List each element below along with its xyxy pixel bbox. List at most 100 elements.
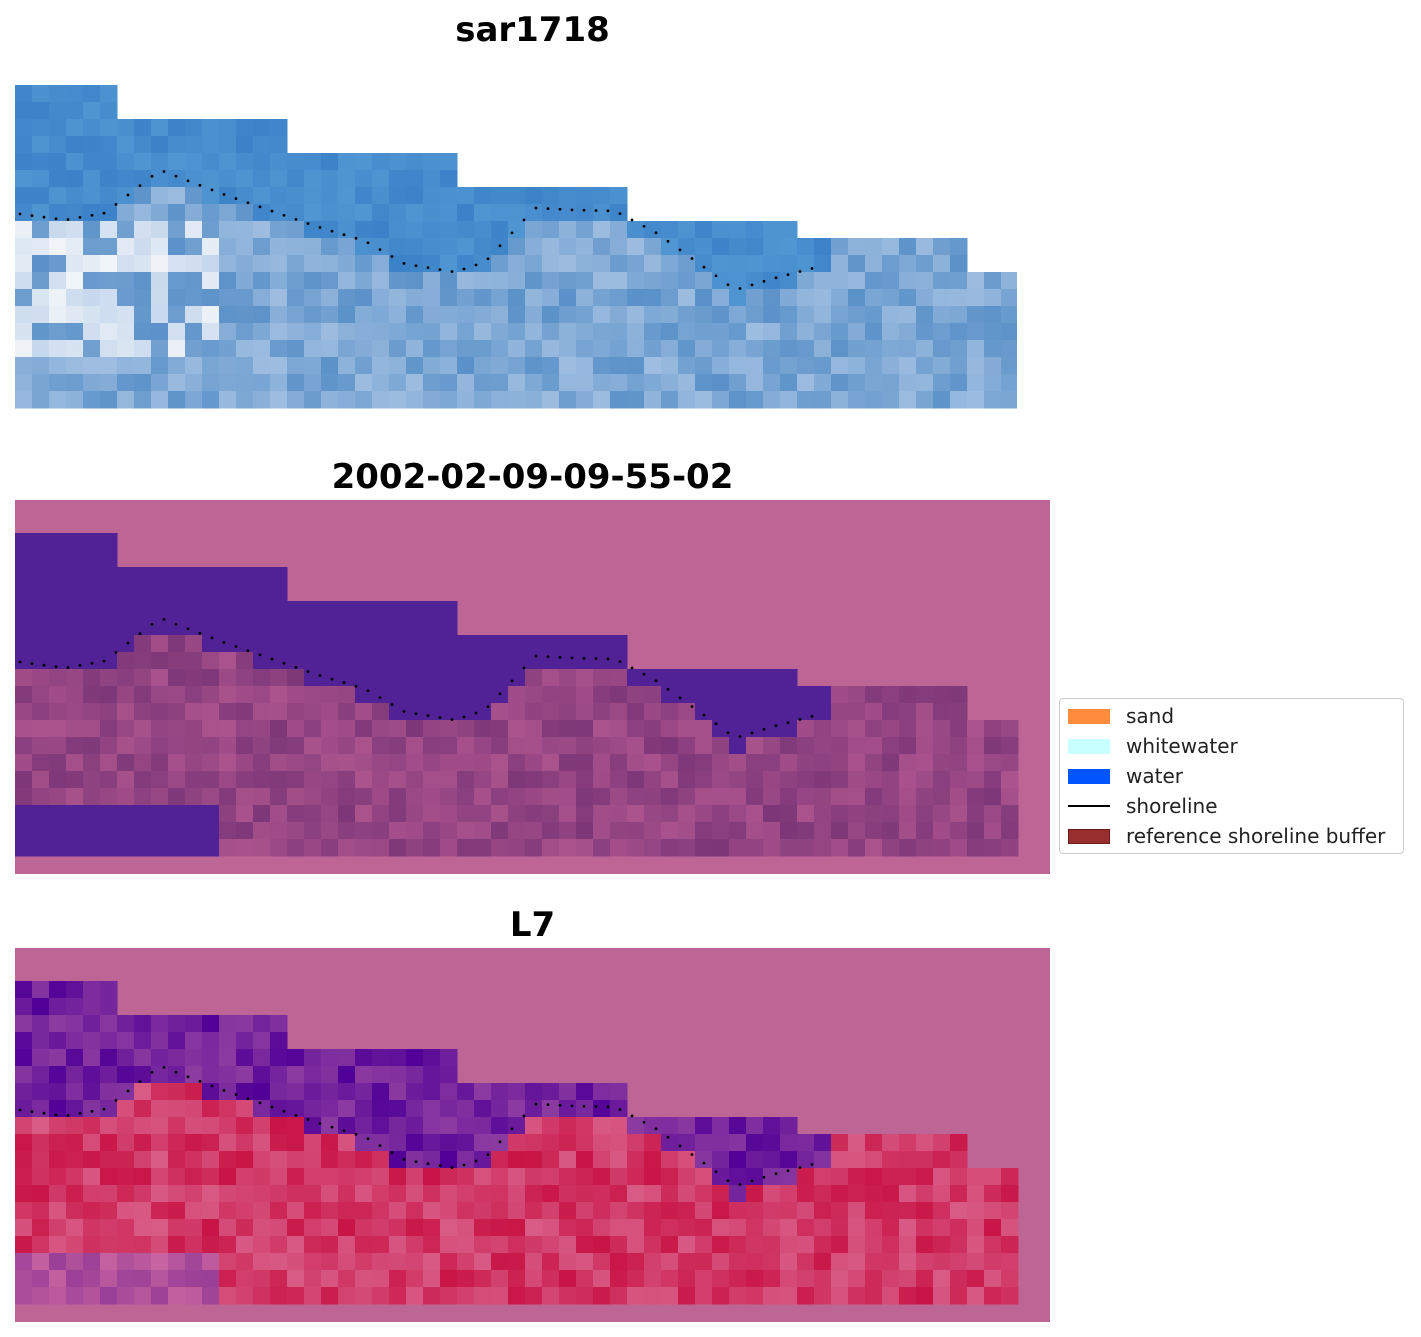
pixel [780, 669, 798, 687]
pixel [389, 635, 407, 653]
pixel [253, 1287, 271, 1305]
shoreline-dot [162, 1066, 166, 1069]
pixel [950, 754, 968, 772]
pixel [831, 1185, 849, 1203]
pixel [967, 357, 985, 375]
pixel [49, 1219, 67, 1237]
pixel [219, 1253, 237, 1271]
pixel [185, 635, 203, 653]
pixel [253, 1270, 271, 1288]
pixel [66, 357, 84, 375]
pixel [287, 272, 305, 290]
pixel [695, 788, 713, 806]
pixel [49, 136, 67, 154]
pixel [83, 374, 101, 392]
pixel [236, 788, 254, 806]
pixel [270, 323, 288, 341]
pixel [831, 720, 849, 738]
pixel [831, 822, 849, 840]
pixel [338, 289, 356, 307]
pixel [372, 839, 390, 857]
pixel [372, 822, 390, 840]
pixel [678, 686, 696, 704]
pixel [899, 1253, 917, 1271]
pixel [508, 669, 526, 687]
pixel [814, 754, 832, 772]
pixel [406, 1287, 424, 1305]
pixel [100, 374, 118, 392]
pixel [474, 374, 492, 392]
pixel [83, 1117, 101, 1135]
pixel [253, 255, 271, 273]
pixel [168, 754, 186, 772]
pixel [559, 686, 577, 704]
pixel [644, 1270, 662, 1288]
pixel [15, 391, 33, 409]
pixel [542, 1117, 560, 1135]
pixel [729, 306, 747, 324]
pixel [882, 1253, 900, 1271]
pixel [525, 1202, 543, 1220]
pixel [270, 1100, 288, 1118]
pixel [593, 238, 611, 256]
pixel [15, 1253, 33, 1271]
pixel [304, 1066, 322, 1084]
pixel [746, 272, 764, 290]
pixel [32, 584, 50, 602]
shoreline-dot [318, 226, 322, 229]
pixel [372, 805, 390, 823]
pixel [746, 1253, 764, 1271]
pixel [848, 1236, 866, 1254]
shoreline-dot [54, 1113, 58, 1117]
pixel [406, 1151, 424, 1169]
pixel [1001, 374, 1017, 392]
pixel [66, 289, 84, 307]
pixel [15, 737, 33, 755]
pixel [100, 550, 118, 568]
legend-label-sand: sand [1126, 704, 1175, 728]
pixel [355, 652, 373, 670]
pixel [134, 1151, 152, 1169]
pixel [49, 289, 67, 307]
pixel [899, 1219, 917, 1237]
pixel [168, 618, 186, 636]
pixel [865, 1168, 883, 1186]
pixel [389, 374, 407, 392]
pixel [950, 771, 968, 789]
shoreline-dot [582, 656, 586, 660]
pixel [236, 306, 254, 324]
pixel [219, 703, 237, 721]
pixel [287, 391, 305, 409]
pixel [814, 323, 832, 341]
legend-item-shoreline: shoreline [1068, 791, 1218, 821]
pixel [389, 1270, 407, 1288]
shoreline-dot [18, 1108, 22, 1112]
pixel [610, 1253, 628, 1271]
pixel [729, 720, 747, 738]
pixel [168, 119, 186, 137]
pixel [168, 1202, 186, 1220]
pixel [610, 1270, 628, 1288]
pixel [219, 221, 237, 239]
pixel [610, 204, 628, 222]
pixel [83, 306, 101, 324]
pixel [49, 652, 67, 670]
pixel [15, 340, 33, 358]
pixel [134, 136, 152, 154]
pixel [1001, 839, 1019, 857]
pixel [338, 652, 356, 670]
shoreline-dot [246, 1097, 250, 1101]
pixel [355, 601, 373, 619]
pixel [202, 1270, 220, 1288]
pixel [729, 822, 747, 840]
pixel [66, 1015, 84, 1033]
pixel [406, 1236, 424, 1254]
pixel [134, 323, 152, 341]
pixel [508, 306, 526, 324]
pixel [287, 822, 305, 840]
pixel [236, 1270, 254, 1288]
pixel [32, 839, 50, 857]
pixel [593, 1151, 611, 1169]
pixel [695, 289, 713, 307]
shoreline-dot [330, 1125, 334, 1129]
